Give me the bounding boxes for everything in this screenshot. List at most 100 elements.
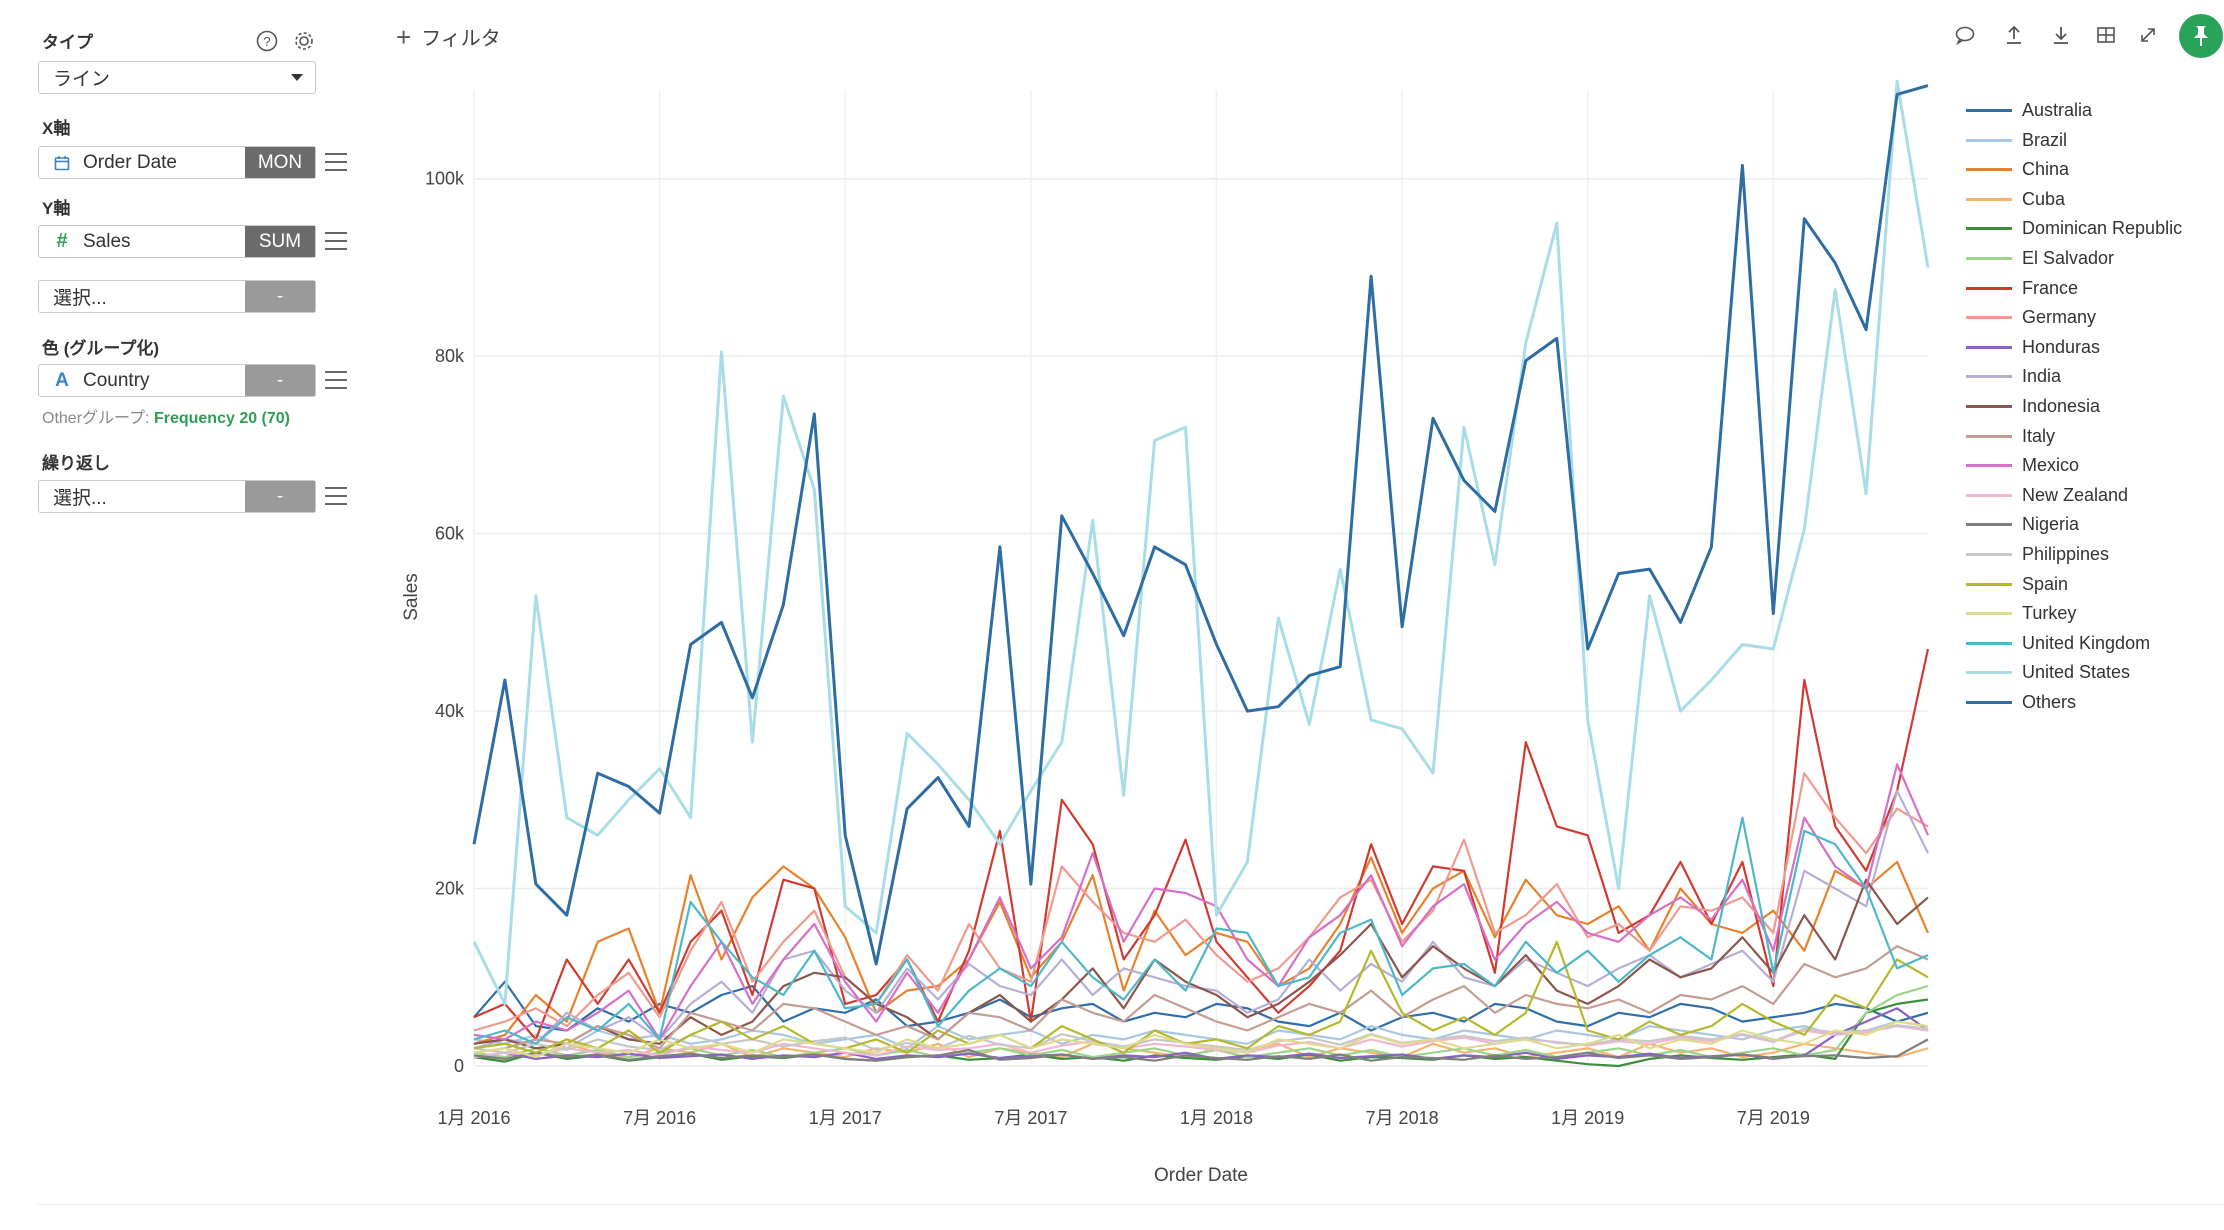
legend-item[interactable]: United Kingdom <box>1966 633 2150 654</box>
legend-item[interactable]: Turkey <box>1966 603 2076 624</box>
legend-swatch <box>1966 316 2012 320</box>
caret-down-icon <box>291 74 303 81</box>
series-line-nigeria[interactable] <box>473 1038 1929 1062</box>
type-select[interactable]: ライン <box>38 61 316 94</box>
series-line-philippines[interactable] <box>473 1024 1929 1054</box>
calendar-icon <box>53 155 71 171</box>
y-axis-field[interactable]: # Sales SUM <box>38 225 316 258</box>
legend-item[interactable]: El Salvador <box>1966 248 2114 269</box>
legend-item[interactable]: Cuba <box>1966 189 2065 210</box>
legend-item[interactable]: Australia <box>1966 100 2092 121</box>
plus-icon: + <box>396 21 412 52</box>
color-menu-icon[interactable] <box>325 371 347 389</box>
y-axis-menu-icon[interactable] <box>325 232 347 250</box>
legend-swatch <box>1966 345 2012 349</box>
series-line-china[interactable] <box>473 856 1930 1045</box>
help-icon[interactable]: ? <box>256 30 278 52</box>
legend-item[interactable]: India <box>1966 366 2061 387</box>
legend-item[interactable]: Brazil <box>1966 130 2067 151</box>
series-line-italy[interactable] <box>473 945 1929 1054</box>
legend-label: El Salvador <box>2022 248 2115 268</box>
legend-label: United Kingdom <box>2022 632 2151 653</box>
repeat-select[interactable]: 選択... - <box>38 480 316 513</box>
series-line-new-zealand[interactable] <box>473 1024 1929 1059</box>
legend-swatch <box>1966 434 2012 438</box>
other-group-note[interactable]: Otherグループ: Frequency 20 (70) <box>42 404 290 428</box>
x-tick-label: 1月 2019 <box>1551 1108 1624 1128</box>
x-axis-aggregation[interactable]: MON <box>245 147 315 178</box>
legend-item[interactable]: Germany <box>1966 307 2096 328</box>
series-line-others[interactable] <box>472 84 1929 966</box>
x-tick-label: 1月 2016 <box>437 1108 510 1128</box>
legend-item[interactable]: Italy <box>1966 426 2055 447</box>
series-line-brazil[interactable] <box>473 1020 1929 1050</box>
series-line-australia[interactable] <box>473 980 1929 1032</box>
download-icon[interactable] <box>2046 20 2076 50</box>
legend-swatch <box>1966 138 2012 142</box>
legend-item[interactable]: New Zealand <box>1966 485 2128 506</box>
legend-item[interactable]: Nigeria <box>1966 514 2079 535</box>
legend-swatch <box>1966 197 2012 201</box>
legend-label: Dominican Republic <box>2022 218 2183 239</box>
legend-item[interactable]: China <box>1966 159 2069 180</box>
legend-label: Brazil <box>2022 129 2068 150</box>
x-tick-label: 1月 2018 <box>1180 1108 1253 1128</box>
repeat-menu-icon[interactable] <box>325 487 347 505</box>
repeat-label: 繰り返し <box>42 454 110 473</box>
grid-icon[interactable] <box>2091 20 2121 50</box>
gear-icon[interactable] <box>293 30 315 52</box>
legend-item[interactable]: Indonesia <box>1966 396 2100 417</box>
legend-swatch <box>1966 257 2012 260</box>
legend-item[interactable]: Dominican Republic <box>1966 218 2182 239</box>
y2-axis-placeholder: 選択... <box>53 288 107 309</box>
legend-item[interactable]: United States <box>1966 662 2130 683</box>
legend-swatch <box>1966 375 2012 379</box>
color-aggregation[interactable]: - <box>245 365 315 396</box>
y-axis-aggregation[interactable]: SUM <box>245 226 315 257</box>
color-group-label: 色 (グループ化) <box>42 339 160 358</box>
comment-icon[interactable] <box>1950 20 1980 50</box>
series-line-turkey[interactable] <box>473 1020 1929 1059</box>
x-tick-label: 7月 2017 <box>994 1108 1067 1128</box>
series-line-dominican-republic[interactable] <box>473 998 1929 1068</box>
repeat-placeholder: 選択... <box>53 488 107 509</box>
pin-button[interactable] <box>2179 14 2223 58</box>
legend-swatch <box>1966 286 2012 290</box>
legend-item[interactable]: Philippines <box>1966 544 2109 565</box>
repeat-aggregation[interactable]: - <box>245 481 315 512</box>
color-field[interactable]: A Country - <box>38 364 316 397</box>
y2-axis-aggregation[interactable]: - <box>245 281 315 312</box>
y-tick-label: 0 <box>454 1056 464 1076</box>
series-line-indonesia[interactable] <box>473 878 1929 1050</box>
legend-item[interactable]: Others <box>1966 692 2076 713</box>
expand-icon[interactable] <box>2133 20 2163 50</box>
legend-label: Spain <box>2022 573 2069 594</box>
legend-swatch <box>1966 227 2012 231</box>
legend-item[interactable]: Honduras <box>1966 337 2100 358</box>
x-axis-field[interactable]: Order Date MON <box>38 146 316 179</box>
x-axis-label: X軸 <box>42 119 71 138</box>
gridlines <box>474 177 1928 1067</box>
legend-swatch <box>1966 493 2012 497</box>
series-line-mexico[interactable] <box>473 763 1930 1041</box>
legend-swatch <box>1966 671 2012 675</box>
legend-label: United States <box>2022 662 2131 683</box>
y-tick-label: 20k <box>435 879 465 899</box>
add-filter-button[interactable]: + フィルタ <box>396 22 501 51</box>
legend-label: Indonesia <box>2022 396 2101 416</box>
x-axis-menu-icon[interactable] <box>325 153 347 171</box>
legend-label: China <box>2022 159 2070 180</box>
legend-item[interactable]: Mexico <box>1966 455 2079 476</box>
series-line-united-kingdom[interactable] <box>473 816 1929 1045</box>
legend-label: Turkey <box>2022 603 2077 624</box>
y2-axis-select[interactable]: 選択... - <box>38 280 316 313</box>
legend-item[interactable]: Spain <box>1966 574 2068 595</box>
type-select-value: ライン <box>53 69 111 90</box>
series-line-france[interactable] <box>473 648 1930 1041</box>
series-line-united-states[interactable] <box>472 79 1930 1006</box>
series-line-spain[interactable] <box>473 940 1929 1054</box>
upload-icon[interactable] <box>1999 20 2029 50</box>
legend-item[interactable]: France <box>1966 278 2078 299</box>
series-line-germany[interactable] <box>473 772 1929 1032</box>
filter-label: フィルタ <box>421 28 501 50</box>
